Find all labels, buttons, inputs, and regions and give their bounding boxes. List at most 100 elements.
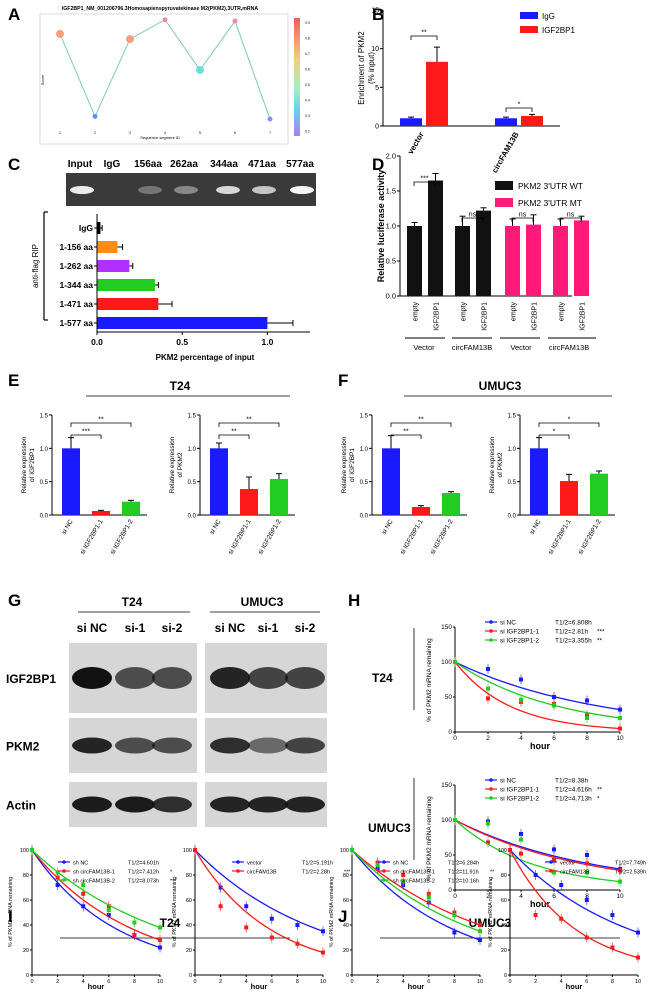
x-tick-label: 2 (219, 979, 222, 985)
legend-label: si IGF2BP1-2 (500, 796, 539, 803)
x-category-label: si IGF2BP1-2 (257, 518, 283, 556)
gel-band (252, 186, 276, 194)
significance-label: ** (246, 417, 252, 424)
blot-band (210, 667, 250, 689)
significance-label: *** (344, 870, 351, 876)
x-axis-label: hour (251, 982, 268, 991)
significance-label: ns (567, 212, 575, 219)
legend-label: sh NC (393, 861, 408, 867)
bar (240, 489, 258, 515)
y-category-label: 1-577 aa (59, 318, 93, 328)
significance-label: ns (519, 212, 527, 219)
y-category-label: IgG (79, 223, 94, 233)
group-label: Vector (413, 343, 435, 352)
bar (210, 448, 228, 515)
y-axis-label: % of PKM2 mRNA remaining (488, 877, 494, 948)
significance-label: *** (170, 879, 177, 885)
legend-label: vector (247, 861, 262, 867)
legend-label: sh circFAM13B-1 (393, 870, 435, 876)
y-tick-label: 20 (23, 948, 29, 954)
blot-lane-label: si NC (77, 621, 108, 635)
significance-label: * (518, 102, 521, 109)
x-tick-label: 8 (453, 979, 456, 985)
panel-letter: J (338, 907, 347, 926)
bar (97, 317, 268, 329)
bar (553, 226, 568, 296)
x-category-label: si IGF2BP1-2 (577, 518, 603, 556)
x-tick-label: 6 (552, 893, 556, 900)
y-axis-label: Relative expression (21, 436, 28, 493)
x-tick-label: 1.0 (261, 337, 273, 347)
x-tick-label: 4 (245, 979, 248, 985)
y-axis-label: Relative luciferase activity (376, 170, 386, 283)
x-tick-label: 6 (427, 979, 430, 985)
fit-curve (351, 849, 481, 926)
bar (97, 260, 130, 272)
legend-marker (62, 878, 66, 882)
blot-band (210, 796, 250, 813)
x-tick-label: 4 (82, 979, 85, 985)
y-tick-label: 1.5 (188, 414, 197, 420)
significance-bracket (410, 35, 438, 40)
blot-band (285, 737, 325, 754)
colorbar-tick-label: 0.3 (305, 114, 310, 118)
legend-label: si IGF2BP1-1 (500, 787, 539, 794)
data-point (196, 66, 204, 74)
significance-bracket (390, 422, 452, 427)
panel-a-ylabel: Score (40, 74, 45, 85)
x-category-label: si IGF2BP1-1 (399, 518, 425, 556)
y-tick-label: 0.0 (188, 514, 197, 520)
fit-curve (454, 819, 621, 870)
y-tick-label: 0.0 (508, 514, 517, 520)
x-category-label: vector (406, 131, 426, 156)
significance-label: *** (597, 629, 605, 636)
data-point (162, 17, 168, 23)
y-tick-label: 20 (186, 948, 192, 954)
y-tick-label: 60 (343, 898, 349, 904)
y-tick-label: 150 (441, 624, 452, 631)
y-tick-label: 1.0 (360, 447, 369, 453)
significance-label: ** (597, 787, 603, 794)
panel-letter: F (338, 371, 348, 390)
panel-letter: H (348, 591, 360, 610)
y-tick-label: 40 (501, 923, 507, 929)
blot-band (152, 667, 192, 689)
y-tick-label: 0 (189, 973, 192, 979)
blot-row-label: Actin (6, 799, 36, 813)
y-tick-label: 50 (445, 852, 453, 859)
bar (62, 448, 80, 515)
y-tick-label: 0 (504, 973, 507, 979)
y-tick-label: 40 (343, 923, 349, 929)
blot-band (152, 737, 192, 754)
half-life-label: T1/2=7.749h (615, 861, 646, 867)
y-tick-label: 0 (346, 973, 349, 979)
y-tick-label: 1.5 (40, 414, 49, 420)
y-axis-label: of PKM2 (177, 452, 184, 477)
legend-swatch (495, 198, 513, 207)
gel-band (138, 186, 162, 194)
legend-marker (549, 860, 553, 864)
legend-label: sh NC (73, 861, 88, 867)
legend-label: vector (560, 861, 575, 867)
half-life-label: T1/2=4.616h (555, 787, 592, 794)
significance-bracket (413, 181, 436, 186)
half-life-label: T1/2=6.808h (555, 620, 592, 627)
half-life-label: T1/2=3.355h (555, 638, 592, 645)
x-category-label: si IGF2BP1-1 (79, 518, 105, 556)
x-tick-label: 6 (585, 979, 588, 985)
x-tick-label: 4 (519, 893, 523, 900)
y-tick-label: 40 (23, 923, 29, 929)
legend-label: circFAM13B (560, 870, 590, 876)
y-tick-label: 1.0 (40, 447, 49, 453)
fit-curve (351, 849, 481, 932)
bar (495, 118, 517, 126)
y-axis-label: % of PKM2 mRNA remaining (426, 796, 433, 880)
y-tick-label: 100 (183, 848, 192, 854)
significance-label: * (597, 796, 600, 803)
bar (505, 226, 520, 296)
significance-bracket (505, 107, 533, 112)
half-life-label: T1/2=2.81h (555, 629, 588, 636)
y-tick-label: 5 (375, 85, 379, 92)
x-tick-label: 7 (269, 131, 271, 135)
